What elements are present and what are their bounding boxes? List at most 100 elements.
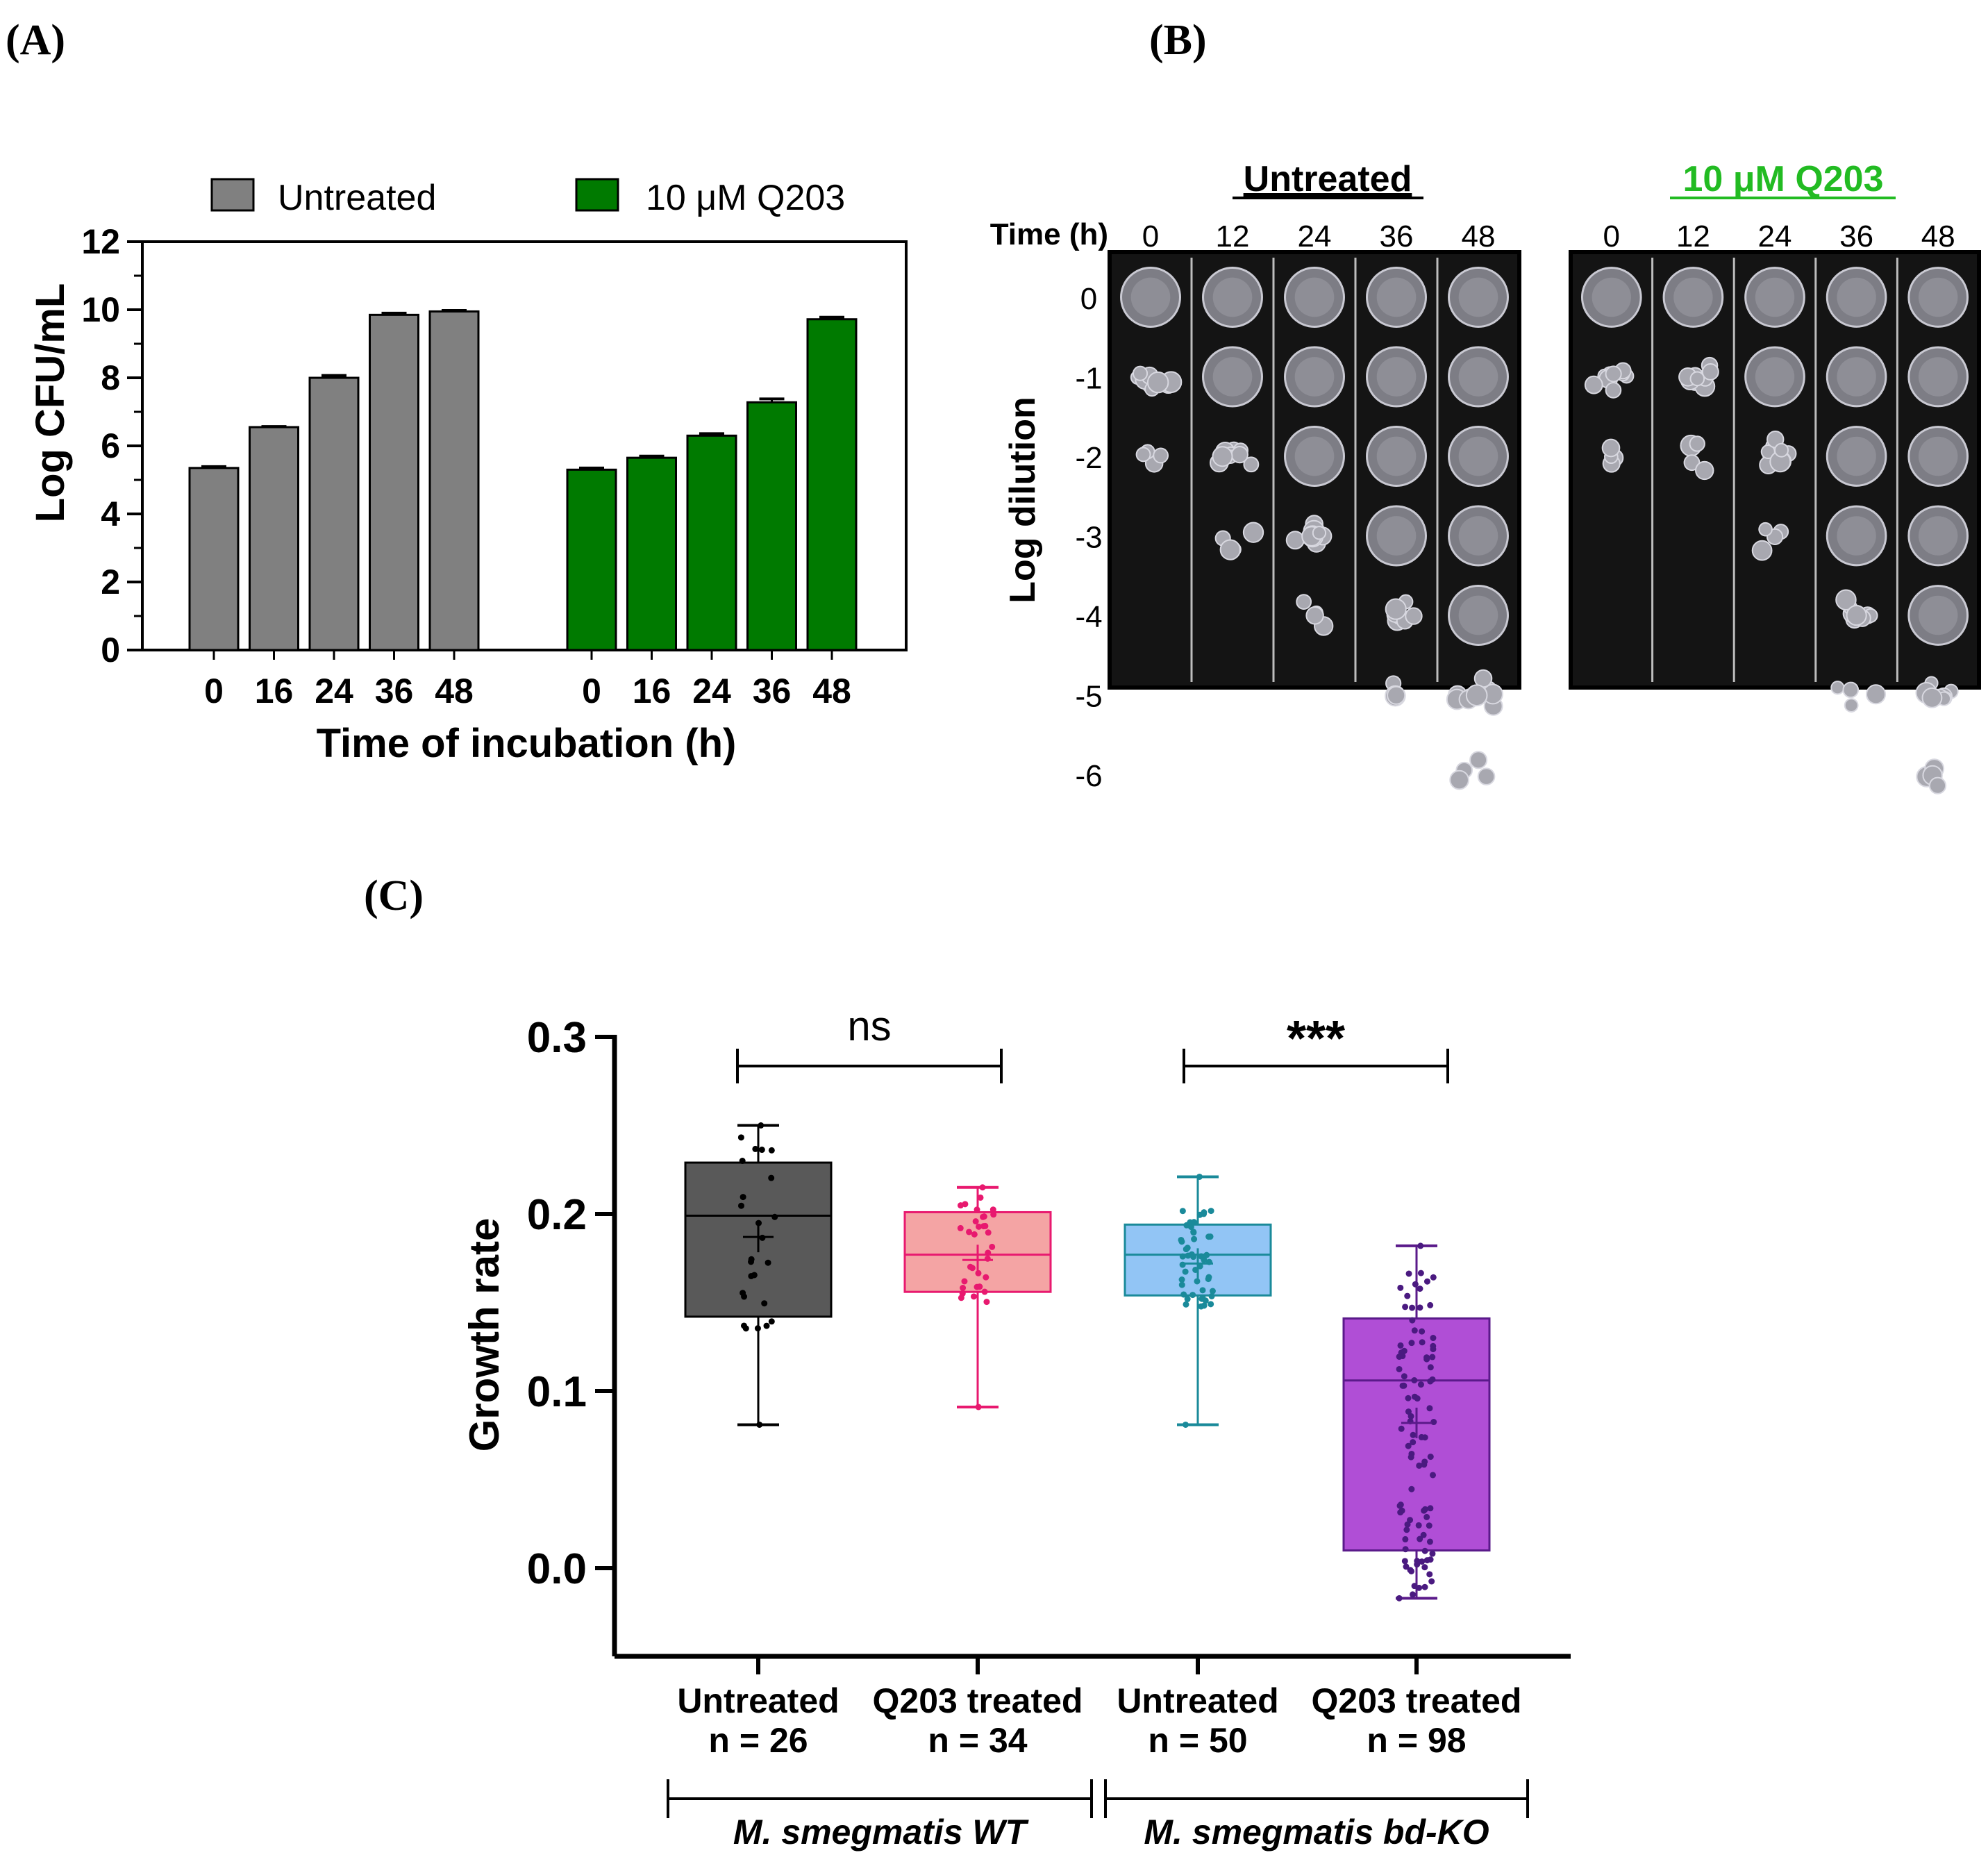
b-colony — [1928, 776, 1947, 794]
b-time-tick-label: 12 — [1216, 219, 1250, 253]
a-bar — [249, 426, 299, 651]
c-data-point — [763, 1322, 770, 1329]
c-data-point — [1182, 1268, 1189, 1275]
b-colony — [1477, 767, 1496, 785]
c-group-name: Q203 treated — [873, 1681, 1083, 1720]
c-data-point — [1196, 1173, 1203, 1180]
c-data-point — [1426, 1538, 1433, 1545]
b-colony-core — [1755, 277, 1795, 317]
a-x-tick-label: 36 — [753, 672, 792, 710]
c-data-point — [1198, 1253, 1205, 1260]
a-y-tick-label: 0 — [101, 631, 120, 669]
c-significance-label: ns — [847, 1003, 891, 1049]
b-colony — [1385, 598, 1407, 620]
c-data-point — [739, 1158, 746, 1165]
c-data-point — [1428, 1578, 1435, 1585]
b-colony — [1701, 363, 1719, 381]
c-data-point — [1185, 1252, 1192, 1259]
c-data-point — [1190, 1229, 1197, 1235]
b-colony — [1842, 681, 1860, 699]
panel-b-spot-assay: Untreated 10 μM Q203 Time (h) Log diluti… — [990, 159, 1981, 794]
a-y-tick-label: 2 — [101, 563, 120, 601]
c-group-n: n = 50 — [1148, 1721, 1247, 1760]
b-colony — [1695, 460, 1714, 481]
c-data-point — [1423, 1356, 1430, 1363]
c-data-point — [748, 1258, 755, 1265]
c-y-tick-label: 0.0 — [527, 1545, 587, 1593]
c-data-point — [1430, 1335, 1437, 1342]
c-data-point — [1415, 1522, 1422, 1529]
c-data-point — [1427, 1505, 1434, 1512]
b-colony — [1844, 698, 1859, 713]
a-y-axis-title: Log CFU/mL — [28, 283, 73, 523]
b-colony-core — [1837, 277, 1876, 317]
c-data-point — [741, 1293, 748, 1300]
c-data-point — [972, 1218, 979, 1225]
b-colony-core — [1918, 516, 1958, 556]
b-colony — [1135, 447, 1151, 463]
c-data-point — [989, 1206, 996, 1213]
a-x-tick-label: 24 — [315, 672, 353, 710]
c-data-point — [756, 1421, 763, 1428]
c-data-point — [1409, 1591, 1416, 1598]
b-colony — [1153, 447, 1169, 464]
c-data-point — [981, 1288, 988, 1295]
c-data-point — [1405, 1408, 1412, 1415]
c-data-point — [1189, 1292, 1196, 1299]
c-data-point — [1403, 1563, 1410, 1570]
b-dilution-label: -6 — [1075, 759, 1102, 793]
c-data-point — [740, 1322, 747, 1329]
c-data-point — [1396, 1365, 1403, 1372]
a-x-tick-label: 48 — [812, 672, 851, 710]
c-data-point — [974, 1206, 980, 1213]
a-x-tick-label: 0 — [204, 672, 224, 710]
b-colony — [1146, 371, 1169, 394]
b-colony — [1921, 687, 1943, 708]
c-data-point — [970, 1293, 977, 1300]
b-colony-core — [1130, 277, 1171, 317]
c-data-point — [1208, 1208, 1214, 1215]
c-data-point — [1399, 1353, 1406, 1360]
b-colony — [1830, 681, 1845, 695]
c-data-point — [1417, 1536, 1423, 1542]
c-data-point — [1421, 1434, 1428, 1441]
c-data-point — [1430, 1346, 1437, 1353]
c-data-point — [1178, 1281, 1185, 1288]
c-data-point — [1199, 1287, 1206, 1294]
legend-label-untreated: Untreated — [278, 178, 436, 218]
b-y-axis-title: Log dilution — [1003, 397, 1043, 603]
c-data-point — [758, 1122, 765, 1129]
c-data-point — [1430, 1419, 1437, 1426]
c-data-point — [1429, 1354, 1436, 1360]
a-bar — [806, 318, 858, 651]
c-group-n: n = 26 — [708, 1721, 808, 1760]
c-group-n: n = 34 — [928, 1721, 1027, 1760]
a-x-tick-label: 0 — [582, 672, 601, 710]
a-x-tick-label: 16 — [255, 672, 294, 710]
c-data-point — [1421, 1547, 1428, 1554]
c-data-point — [1408, 1413, 1414, 1420]
c-data-point — [1421, 1507, 1428, 1514]
c-data-point — [1408, 1567, 1415, 1574]
b-time-tick-label: 24 — [1758, 219, 1792, 253]
c-data-point — [1402, 1546, 1409, 1553]
c-data-point — [768, 1174, 775, 1181]
b-time-tick-label: 24 — [1298, 219, 1332, 253]
a-bar — [746, 401, 797, 651]
a-bar — [188, 467, 240, 651]
c-data-point — [1421, 1583, 1428, 1590]
c-data-point — [980, 1213, 987, 1220]
c-data-point — [1417, 1304, 1423, 1311]
c-y-axis-title: Growth rate — [461, 1218, 508, 1452]
c-data-point — [1199, 1295, 1206, 1301]
c-data-point — [1183, 1301, 1189, 1308]
a-y-tick-label: 10 — [81, 290, 120, 329]
c-data-point — [960, 1285, 967, 1292]
b-dilution-label: -3 — [1075, 521, 1102, 555]
a-bar — [369, 313, 419, 651]
b-colony — [1758, 522, 1773, 537]
c-data-point — [1187, 1219, 1194, 1226]
b-colony-core — [1376, 357, 1417, 397]
